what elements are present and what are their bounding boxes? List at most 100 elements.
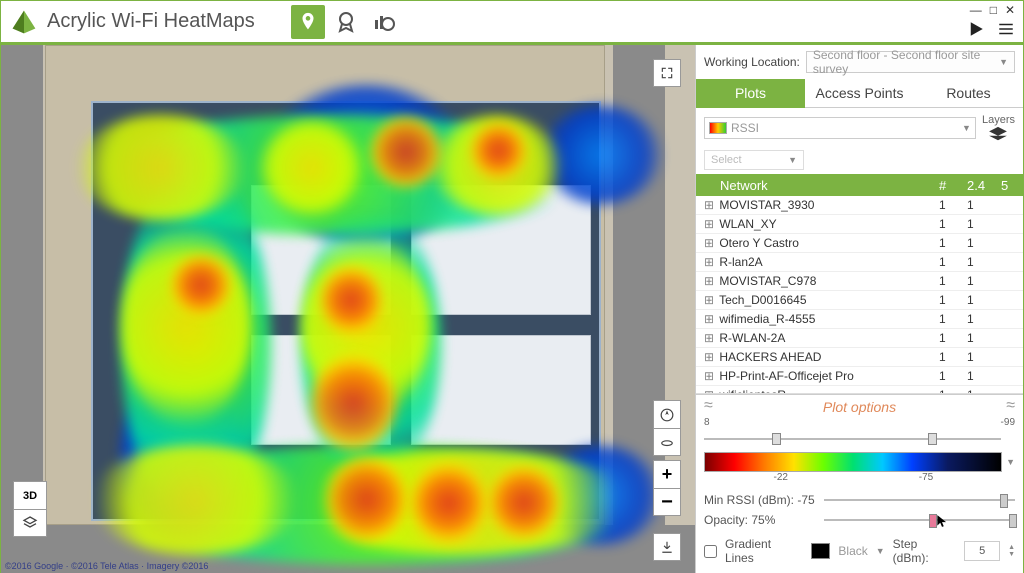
expand-icon[interactable]: ⊞	[702, 312, 716, 326]
line-color-swatch[interactable]	[811, 543, 831, 559]
tilt-button[interactable]	[653, 428, 681, 456]
side-panel: Working Location: Second floor - Second …	[695, 45, 1023, 573]
range-min-label: 8	[704, 417, 710, 428]
table-row[interactable]: ⊞ Otero Y Castro11	[696, 234, 1023, 253]
chevron-down-icon: ▼	[962, 123, 971, 133]
col-network[interactable]: Network	[702, 178, 768, 193]
zoom-stack: + −	[653, 460, 681, 516]
expand-icon[interactable]: ⊞	[702, 198, 716, 212]
app-title: Acrylic Wi-Fi HeatMaps	[47, 10, 255, 33]
table-row[interactable]: ⊞ WLAN_XY11	[696, 215, 1023, 234]
mode-badge-button[interactable]	[329, 5, 363, 39]
chevron-down-icon: ▼	[788, 155, 797, 165]
tab-access-points[interactable]: Access Points	[805, 79, 914, 108]
table-row[interactable]: ⊞ HP-Print-AF-Officejet Pro11	[696, 367, 1023, 386]
table-row[interactable]: ⊞ wifimedia_R-455511	[696, 310, 1023, 329]
network-table-header: Network # 2.4 5	[696, 174, 1023, 196]
chevron-down-icon[interactable]: ▼	[1006, 457, 1015, 467]
chart-icon	[372, 10, 396, 34]
layers-icon	[22, 515, 38, 531]
close-button[interactable]: ✕	[1005, 3, 1015, 17]
tilt-icon	[660, 435, 674, 449]
expand-icon[interactable]: ⊞	[702, 217, 716, 231]
expand-icon[interactable]: ⊞	[702, 350, 716, 364]
fullscreen-button[interactable]	[653, 59, 681, 87]
plot-options-title: Plot options	[704, 399, 1015, 417]
app-logo-icon	[11, 9, 37, 35]
fullscreen-icon	[660, 66, 674, 80]
zoom-in-button[interactable]: +	[653, 460, 681, 488]
step-down-button[interactable]: ▼	[1008, 551, 1015, 558]
mode-location-button[interactable]	[291, 5, 325, 39]
color-scale-bar	[704, 452, 1002, 472]
table-row[interactable]: ⊞ MOVISTAR_393011	[696, 196, 1023, 215]
filter-select[interactable]: Select ▼	[704, 150, 804, 170]
minimize-button[interactable]: —	[970, 3, 982, 17]
play-button[interactable]	[967, 20, 985, 38]
col-count[interactable]: #	[933, 178, 961, 193]
table-row[interactable]: ⊞ R-lan2A11	[696, 253, 1023, 272]
min-rssi-slider[interactable]	[824, 493, 1015, 507]
table-row[interactable]: ⊞ MOVISTAR_C97811	[696, 272, 1023, 291]
expand-icon[interactable]: ⊞	[702, 236, 716, 250]
menu-button[interactable]	[997, 20, 1015, 38]
line-color-label: Black	[838, 544, 867, 558]
view-stack: 3D	[13, 481, 47, 537]
range-max-label: -99	[1001, 417, 1015, 428]
range-slider[interactable]	[704, 430, 1015, 448]
chevron-down-icon[interactable]: ▼	[876, 546, 885, 556]
scale-right-label: -75	[919, 472, 933, 483]
rssi-swatch-icon	[709, 122, 727, 134]
opacity-label: Opacity: 75%	[704, 513, 824, 527]
tab-routes[interactable]: Routes	[914, 79, 1023, 108]
plot-type-value: RSSI	[731, 121, 759, 135]
min-rssi-label: Min RSSI (dBm): -75	[704, 493, 824, 507]
cursor-icon	[935, 512, 949, 530]
network-table-body: ⊞ MOVISTAR_393011⊞ WLAN_XY11⊞ Otero Y Ca…	[696, 196, 1023, 394]
table-row[interactable]: ⊞ Tech_D001664511	[696, 291, 1023, 310]
compass-button[interactable]	[653, 400, 681, 428]
zoom-out-button[interactable]: −	[653, 488, 681, 516]
layers-button[interactable]: Layers	[982, 114, 1015, 142]
step-up-button[interactable]: ▲	[1008, 544, 1015, 551]
layers-label: Layers	[982, 114, 1015, 126]
mode-chart-button[interactable]	[367, 5, 401, 39]
col-5ghz[interactable]: 5	[995, 178, 1023, 193]
working-location-value: Second floor - Second floor site survey	[813, 48, 999, 76]
scale-left-label: -22	[774, 472, 788, 483]
satellite-toggle-button[interactable]	[13, 509, 47, 537]
gradient-lines-checkbox[interactable]	[704, 545, 717, 558]
ribbon-icon	[334, 10, 358, 34]
title-bar: Acrylic Wi-Fi HeatMaps — □ ✕	[1, 1, 1023, 45]
plot-type-select[interactable]: RSSI ▼	[704, 117, 976, 139]
compass-icon	[660, 408, 674, 422]
col-24ghz[interactable]: 2.4	[961, 178, 995, 193]
expand-icon[interactable]: ⊞	[702, 331, 716, 345]
gradient-lines-label: Gradient Lines	[725, 537, 803, 565]
heatmap-view[interactable]: + − 3D ©2016 Google · ©2016 Tele Atlas ·…	[1, 45, 695, 573]
expand-icon[interactable]: ⊞	[702, 293, 716, 307]
layers-icon	[987, 126, 1009, 142]
expand-icon[interactable]: ⊞	[702, 369, 716, 383]
step-label: Step (dBm):	[893, 537, 957, 565]
map-tool-stack	[653, 400, 681, 456]
table-row[interactable]: ⊞ R-WLAN-2A11	[696, 329, 1023, 348]
table-row[interactable]: ⊞ wificlientesR11	[696, 386, 1023, 394]
pin-icon	[297, 11, 319, 33]
plot-options-panel: Plot options 8 -99 ▼ -22 -75 Min RSSI (d…	[696, 394, 1023, 573]
step-input[interactable]: 5	[964, 541, 1000, 561]
table-row[interactable]: ⊞ HACKERS AHEAD11	[696, 348, 1023, 367]
map-credits: ©2016 Google · ©2016 Tele Atlas · Imager…	[5, 561, 208, 571]
expand-icon[interactable]: ⊞	[702, 274, 716, 288]
expand-icon[interactable]: ⊞	[702, 255, 716, 269]
maximize-button[interactable]: □	[990, 3, 997, 17]
tab-plots[interactable]: Plots	[696, 79, 805, 108]
filter-placeholder: Select	[711, 154, 742, 166]
window-controls: — □ ✕	[970, 3, 1015, 17]
streetview-button[interactable]	[653, 533, 681, 561]
chevron-down-icon: ▼	[999, 57, 1008, 67]
opacity-slider[interactable]	[824, 513, 1015, 527]
working-location-label: Working Location:	[704, 55, 800, 69]
3d-toggle-button[interactable]: 3D	[13, 481, 47, 509]
working-location-select[interactable]: Second floor - Second floor site survey …	[806, 51, 1015, 73]
